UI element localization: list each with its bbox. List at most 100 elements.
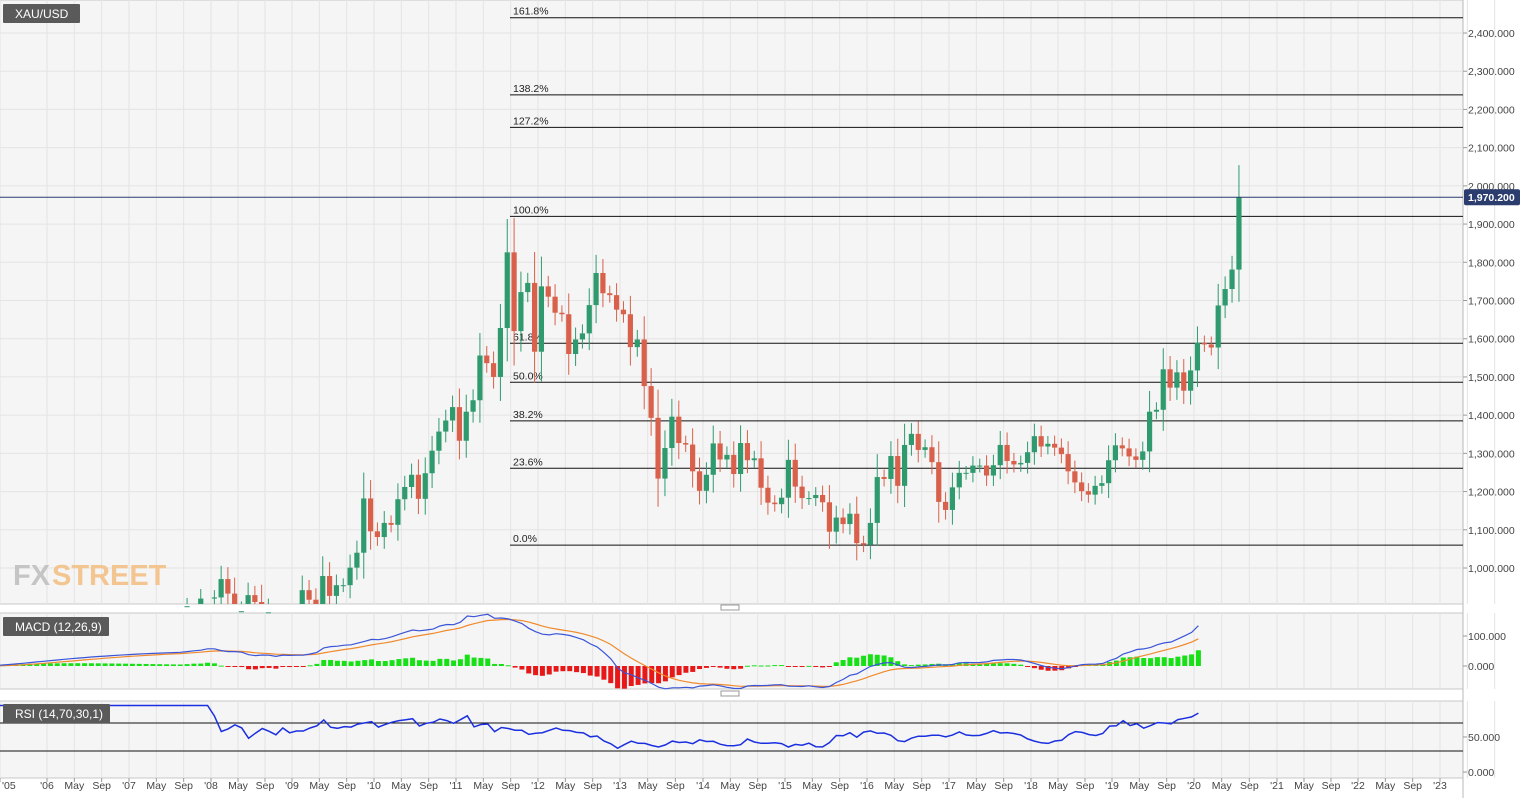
candle-body — [655, 417, 661, 479]
candle-body — [936, 462, 942, 502]
candle — [983, 455, 990, 486]
time-tick-label: May — [555, 780, 576, 792]
candle — [333, 574, 340, 604]
macd-histogram-bar — [738, 666, 744, 669]
candle — [463, 394, 469, 458]
price-tick-label: 1,800.000 — [1468, 257, 1515, 269]
candle — [1079, 472, 1085, 502]
candle — [518, 271, 524, 352]
candle — [497, 304, 504, 401]
time-tick-label: Sep — [666, 780, 685, 792]
candle-body — [1065, 454, 1071, 472]
candle-body — [867, 522, 874, 545]
candle — [1112, 433, 1119, 473]
pane-resize-handle[interactable] — [720, 690, 740, 697]
candle — [545, 275, 551, 308]
macd-histogram-bar — [1182, 655, 1188, 666]
candle-body — [1140, 451, 1146, 460]
macd-histogram-bar — [259, 666, 265, 669]
candle-body — [676, 416, 682, 444]
candle — [354, 540, 360, 580]
rsi-label: RSI (14,70,30,1) — [15, 707, 103, 721]
candle-body — [627, 314, 633, 348]
candle-body — [813, 495, 819, 499]
macd-histogram-bar — [471, 657, 477, 666]
time-tick-label: May — [802, 780, 823, 792]
candle-body — [299, 590, 305, 604]
macd-histogram-bar — [464, 654, 470, 666]
candle — [1085, 483, 1091, 503]
candle — [1099, 475, 1105, 494]
macd-histogram-bar — [307, 665, 313, 667]
candle-body — [1092, 485, 1098, 495]
macd-histogram-bar — [430, 660, 436, 666]
macd-histogram-bar — [594, 666, 600, 677]
macd-histogram-bar — [1168, 658, 1174, 666]
time-tick-label: Sep — [912, 780, 931, 792]
rsi-pane-bg — [0, 700, 1464, 779]
candle-body — [881, 477, 887, 479]
time-tick-label: '18 — [1024, 780, 1038, 792]
macd-histogram-bar — [984, 663, 990, 666]
candle-body — [613, 295, 620, 310]
macd-histogram-bar — [382, 661, 388, 666]
macd-histogram-bar — [1011, 663, 1017, 666]
candle-body — [259, 602, 265, 604]
macd-histogram-bar — [560, 666, 566, 672]
candle-body — [218, 579, 224, 598]
candle — [888, 441, 894, 494]
time-tick-label: '05 — [2, 780, 16, 792]
candle — [655, 389, 661, 507]
candle-body — [477, 355, 483, 401]
candle — [799, 475, 805, 509]
candle-body — [648, 386, 654, 418]
macd-histogram-bar — [410, 657, 416, 666]
candle-body — [765, 487, 771, 503]
macd-histogram-bar — [328, 659, 334, 666]
time-tick-label: May — [1048, 780, 1069, 792]
candle-body — [970, 465, 976, 473]
candle-body — [731, 454, 737, 474]
macd-histogram-bar — [109, 663, 115, 666]
pane-resize-handle[interactable] — [720, 604, 740, 611]
candle — [1133, 448, 1139, 468]
candle-body — [402, 486, 408, 500]
macd-histogram-bar — [82, 663, 88, 666]
candle — [225, 567, 231, 604]
macd-histogram-bar — [785, 666, 791, 667]
candle-body — [1194, 342, 1201, 371]
candle-body — [552, 296, 558, 313]
macd-histogram-bar — [293, 666, 299, 667]
fibonacci-level-label: 0.0% — [513, 533, 537, 545]
candle-body — [490, 363, 497, 377]
macd-histogram-bar — [348, 661, 354, 666]
candle — [915, 421, 921, 463]
candle — [634, 329, 640, 357]
macd-histogram-bar — [751, 665, 757, 667]
candle — [1045, 435, 1051, 455]
candle-body — [901, 444, 908, 486]
candle-body — [908, 433, 915, 445]
time-tick-label: Sep — [830, 780, 849, 792]
candle — [833, 505, 839, 544]
candle-body — [895, 456, 901, 486]
time-tick-label: Sep — [1322, 780, 1341, 792]
macd-histogram-bar — [615, 666, 621, 689]
candle — [922, 439, 928, 458]
candle — [449, 395, 456, 433]
candle-body — [669, 416, 675, 449]
time-tick-label: May — [309, 780, 330, 792]
candle-body — [326, 576, 333, 596]
candle-body — [1106, 460, 1112, 484]
candle — [662, 430, 668, 497]
price-tick-label: 1,900.000 — [1468, 219, 1515, 231]
candle-body — [758, 458, 764, 488]
macd-histogram-bar — [143, 663, 149, 666]
candle-body — [429, 450, 435, 474]
macd-histogram-bar — [198, 663, 204, 666]
macd-histogram-bar — [232, 666, 238, 667]
candle — [184, 597, 190, 608]
candle-body — [252, 595, 258, 603]
